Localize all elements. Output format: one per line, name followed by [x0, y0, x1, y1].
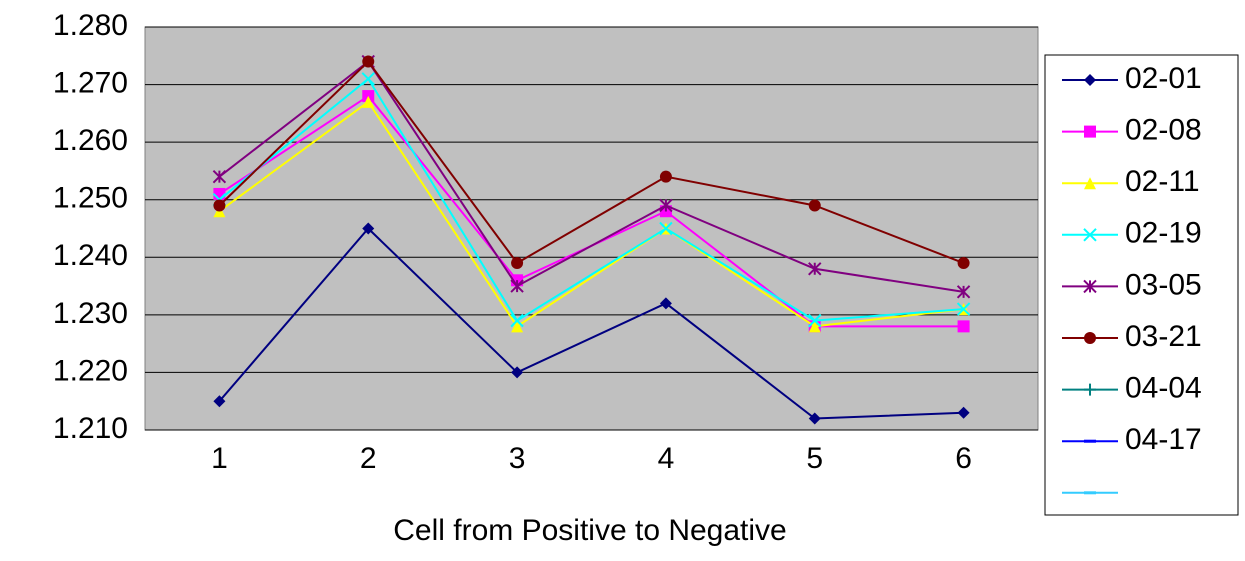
- point-marker: [808, 199, 821, 212]
- point-marker: [510, 313, 524, 328]
- point-marker: [808, 262, 822, 276]
- point-marker: [510, 279, 524, 293]
- legend-marker: [1084, 332, 1096, 344]
- point-marker: [511, 257, 524, 270]
- legend-label: 02-19: [1125, 217, 1202, 250]
- y-tick-label: 1.220: [53, 354, 128, 387]
- point-marker: [956, 285, 971, 299]
- series-line: [218, 77, 964, 322]
- point-marker: [362, 95, 375, 108]
- point-marker: [659, 170, 672, 183]
- legend-label: 04-04: [1125, 372, 1202, 405]
- point-marker: [213, 395, 226, 408]
- series-line: [218, 60, 964, 265]
- y-tick-label: 1.230: [53, 297, 128, 330]
- legend-marker: [1084, 125, 1096, 138]
- legend-label: 02-01: [1125, 62, 1202, 95]
- legend-label: 03-21: [1125, 320, 1202, 353]
- point-marker: [659, 297, 672, 310]
- point-marker: [808, 313, 822, 328]
- y-tick-label: 1.260: [53, 124, 128, 157]
- legend-marker: [1083, 228, 1097, 242]
- legend-label: 02-11: [1125, 165, 1200, 198]
- y-tick-label: 1.240: [53, 239, 128, 272]
- point-marker: [362, 222, 375, 235]
- point-marker: [957, 257, 970, 270]
- plot-area: [144, 26, 1039, 431]
- point-marker: [212, 169, 227, 184]
- point-marker: [511, 366, 524, 379]
- y-tick-label: 1.270: [53, 66, 128, 99]
- series-line: [218, 227, 964, 420]
- legend-marker: [1083, 279, 1097, 294]
- point-marker: [361, 72, 375, 86]
- legend-label: 02-08: [1125, 114, 1202, 147]
- point-marker: [213, 199, 226, 212]
- x-tick-label: 3: [509, 442, 526, 475]
- point-marker: [659, 221, 673, 236]
- series-line: [218, 100, 964, 328]
- x-tick-label: 6: [955, 442, 972, 475]
- x-axis-title: Cell from Positive to Negative: [393, 514, 787, 547]
- x-tick-label: 5: [806, 442, 823, 475]
- x-tick-label: 1: [211, 442, 228, 475]
- y-tick-label: 1.250: [53, 182, 128, 215]
- legend-label: 03-05: [1125, 268, 1202, 301]
- point-marker: [511, 320, 524, 333]
- point-marker: [956, 302, 971, 316]
- point-marker: [808, 412, 821, 425]
- legend-marker: [1084, 177, 1096, 190]
- legend-label: 04-17: [1125, 423, 1202, 456]
- point-marker: [362, 55, 375, 68]
- legend-marker: [1084, 74, 1096, 86]
- series-line: [218, 60, 964, 293]
- y-tick-label: 1.280: [53, 9, 128, 42]
- point-marker: [957, 320, 970, 333]
- legend-marker: [1084, 383, 1096, 396]
- x-tick-label: 4: [658, 442, 675, 475]
- point-marker: [659, 198, 673, 213]
- point-marker: [957, 406, 970, 419]
- x-tick-label: 2: [360, 442, 377, 475]
- point-marker: [213, 187, 226, 200]
- y-tick-label: 1.210: [53, 412, 128, 445]
- point-marker: [808, 320, 821, 333]
